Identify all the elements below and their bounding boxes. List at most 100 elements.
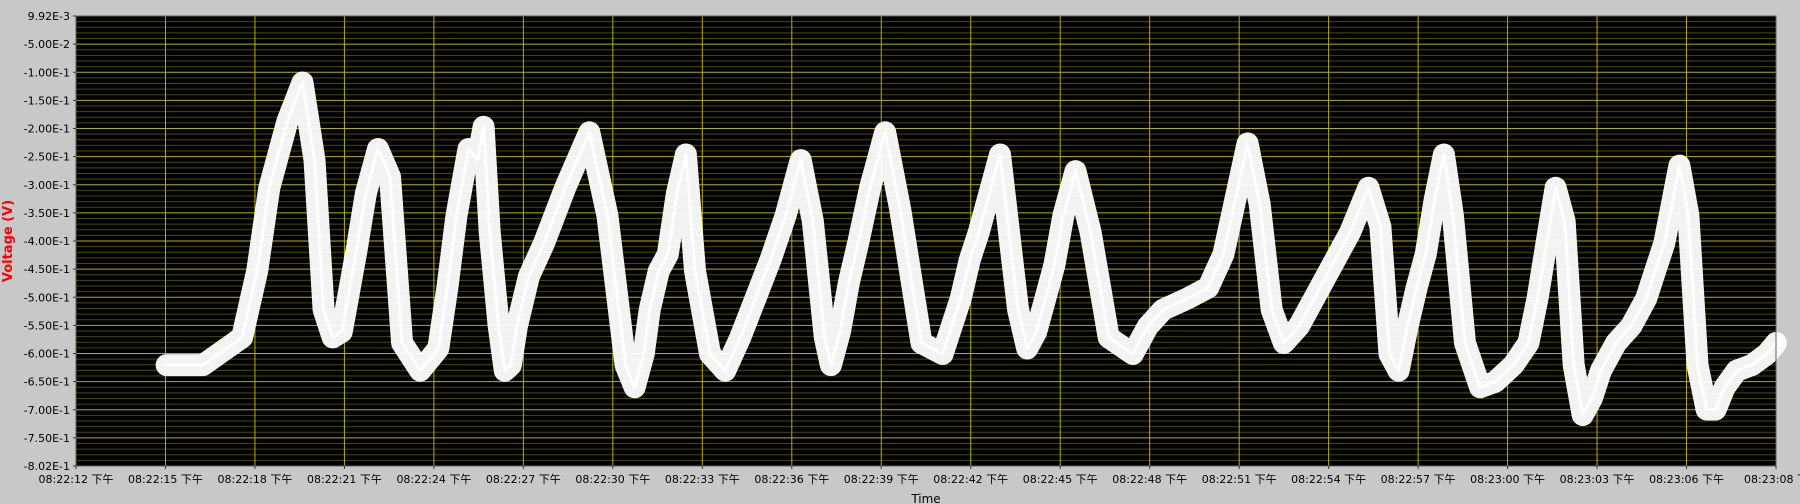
data-point <box>1662 241 1666 245</box>
data-point <box>657 269 661 273</box>
data-point <box>1705 408 1709 411</box>
data-point <box>799 158 803 162</box>
data-point <box>497 324 501 328</box>
x-tick-label: 08:23:08 下 <box>1744 473 1800 486</box>
data-point <box>605 214 609 217</box>
data-point <box>1493 380 1497 384</box>
x-tick-label: 08:22:12 下午 <box>39 473 114 486</box>
data-point <box>829 363 833 367</box>
data-point <box>1714 408 1718 411</box>
data-point <box>1415 286 1419 289</box>
data-point <box>1397 369 1401 373</box>
data-point <box>503 369 507 373</box>
data-point <box>1735 369 1739 373</box>
data-point <box>977 230 981 234</box>
data-point <box>313 158 316 162</box>
y-tick-label: -6.00E-1 <box>24 348 70 361</box>
data-point <box>998 153 1002 156</box>
data-point <box>267 186 271 190</box>
data-point <box>1330 263 1334 267</box>
data-point <box>1614 341 1618 345</box>
data-point <box>633 385 637 389</box>
data-point <box>1297 324 1301 328</box>
y-tick-label: -7.50E-1 <box>24 432 70 445</box>
x-tick-label: 08:22:48 下午 <box>1112 473 1187 486</box>
data-point <box>1581 413 1585 417</box>
data-point <box>1526 341 1530 345</box>
y-axis-ticks: 9.92E-3 -5.00E-2 -1.00E-1 -1.50E-1 -2.00E-1 -… <box>24 10 76 473</box>
x-tick-label: 08:22:27 下午 <box>486 473 561 486</box>
data-point <box>1545 241 1548 245</box>
x-tick-label: 08:22:33 下午 <box>665 473 740 486</box>
y-tick-label: -3.00E-1 <box>24 179 70 192</box>
data-point <box>941 352 945 356</box>
data-point <box>255 269 259 273</box>
y-tick-label: -6.50E-1 <box>24 376 70 389</box>
data-point <box>1025 347 1029 350</box>
data-point <box>301 81 304 84</box>
y-tick-label: -4.50E-1 <box>24 263 70 276</box>
x-tick-label: 08:22:24 下午 <box>396 473 471 486</box>
data-point <box>1478 385 1482 389</box>
data-point <box>1599 369 1603 373</box>
data-point <box>898 208 902 212</box>
data-point <box>986 197 990 201</box>
x-axis-label: Time <box>910 492 940 504</box>
data-point <box>1258 202 1262 206</box>
x-tick-label: 08:22:36 下午 <box>754 473 829 486</box>
y-tick-label: -5.00E-1 <box>24 291 70 304</box>
data-point <box>587 130 591 134</box>
x-tick-label: 08:22:21 下午 <box>307 473 382 486</box>
data-point <box>1572 363 1576 367</box>
data-point <box>847 280 851 284</box>
data-point <box>1686 214 1690 217</box>
data-point <box>784 214 788 217</box>
y-tick-label: -7.00E-1 <box>24 404 70 417</box>
data-point <box>1644 297 1648 301</box>
data-point <box>753 297 757 301</box>
y-tick-label: -3.50E-1 <box>24 207 70 220</box>
data-point <box>1723 385 1727 389</box>
data-point <box>684 153 688 156</box>
data-point <box>883 130 887 134</box>
x-tick-label: 08:22:18 下午 <box>217 473 292 486</box>
data-point <box>723 369 727 373</box>
data-point <box>823 335 827 339</box>
y-tick-label: -5.00E-2 <box>24 38 70 51</box>
data-point <box>1246 141 1250 145</box>
data-point <box>1016 308 1020 312</box>
x-tick-label: 08:22:15 下午 <box>128 473 203 486</box>
data-point <box>1007 230 1011 234</box>
data-point <box>1765 352 1769 356</box>
data-point <box>515 324 519 328</box>
data-point <box>1282 341 1286 345</box>
data-point <box>1161 308 1165 312</box>
data-point <box>1312 297 1316 301</box>
y-tick-label: -1.00E-1 <box>24 66 70 79</box>
data-point <box>1590 396 1594 400</box>
data-point <box>1378 225 1382 229</box>
data-point <box>1221 252 1225 256</box>
data-point <box>1536 297 1539 301</box>
x-tick-label: 08:22:42 下午 <box>933 473 1008 486</box>
data-point <box>400 341 404 345</box>
data-point <box>1034 330 1038 334</box>
data-point <box>856 241 860 245</box>
x-tick-label: 08:22:39 下午 <box>844 473 919 486</box>
data-point <box>240 335 244 339</box>
data-point <box>1234 197 1237 201</box>
data-point <box>285 119 289 123</box>
data-point <box>467 147 470 151</box>
voltage-trace-line <box>166 81 1778 417</box>
x-tick-label: 08:22:51 下午 <box>1202 473 1277 486</box>
x-tick-label: 08:22:54 下午 <box>1291 473 1366 486</box>
data-point <box>509 363 513 367</box>
data-point <box>1433 197 1437 201</box>
y-tick-label: -5.50E-1 <box>24 319 70 332</box>
data-point <box>642 352 646 356</box>
data-point <box>364 191 368 195</box>
data-point <box>1185 297 1189 301</box>
x-tick-label: 08:23:06 下午 <box>1649 473 1724 486</box>
data-point <box>868 186 872 190</box>
